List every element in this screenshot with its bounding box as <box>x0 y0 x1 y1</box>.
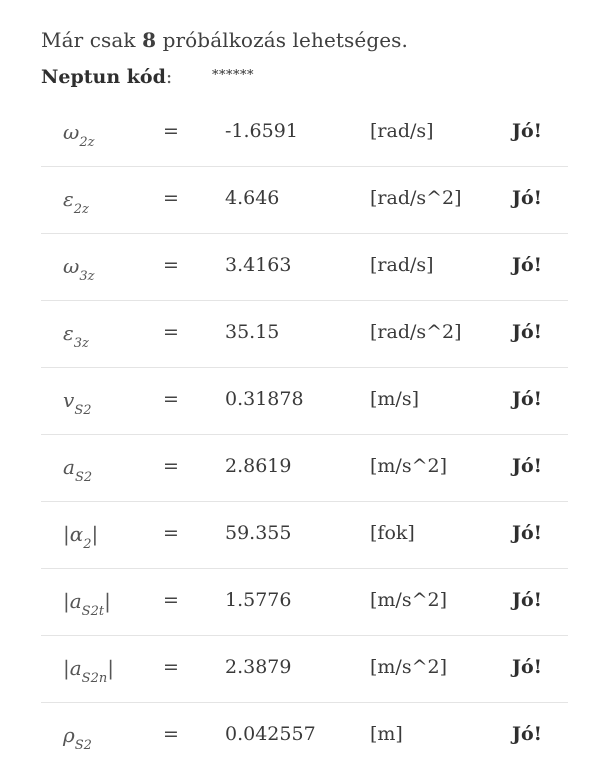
result-value: 0.31878 <box>225 388 304 410</box>
equals-sign: = <box>163 723 179 745</box>
quantity-symbol: ε3z <box>63 321 89 351</box>
result-row-epsilon-3z: ε3z = 35.15 [rad/s^2] Jó! <box>41 301 568 368</box>
result-row-v-s2: vS2 = 0.31878 [m/s] Jó! <box>41 368 568 435</box>
quantity-symbol: |aS2n| <box>63 656 114 686</box>
neptun-code-label: Neptun kód <box>41 66 166 88</box>
result-unit: [rad/s^2] <box>370 321 462 343</box>
quantity-symbol: |aS2t| <box>63 589 111 619</box>
result-value: 59.355 <box>225 522 292 544</box>
neptun-code-value: ****** <box>212 68 254 83</box>
result-unit: [rad/s] <box>370 120 434 142</box>
results-table: ω2z = -1.6591 [rad/s] Jó! ε2z = 4.646 [r… <box>41 100 568 769</box>
result-unit: [m/s^2] <box>370 656 448 678</box>
result-unit: [m] <box>370 723 403 745</box>
result-status: Jó! <box>512 120 543 142</box>
equals-sign: = <box>163 656 179 678</box>
result-unit: [m/s^2] <box>370 455 448 477</box>
result-status: Jó! <box>512 656 543 678</box>
quantity-symbol: ω3z <box>63 254 95 284</box>
result-value: 4.646 <box>225 187 280 209</box>
result-value: 3.4163 <box>225 254 292 276</box>
result-value: 2.3879 <box>225 656 292 678</box>
result-value: 35.15 <box>225 321 280 343</box>
result-status: Jó! <box>512 321 543 343</box>
quantity-symbol: aS2 <box>63 455 93 485</box>
result-status: Jó! <box>512 187 543 209</box>
equals-sign: = <box>163 455 179 477</box>
quantity-symbol: ε2z <box>63 187 89 217</box>
neptun-code-line: Neptun kód: ****** <box>41 66 568 98</box>
result-status: Jó! <box>512 254 543 276</box>
equals-sign: = <box>163 321 179 343</box>
attempts-prefix: Már csak <box>41 28 143 52</box>
neptun-code-colon: : <box>165 66 173 88</box>
result-row-a-s2t: |aS2t| = 1.5776 [m/s^2] Jó! <box>41 569 568 636</box>
result-row-epsilon-2z: ε2z = 4.646 [rad/s^2] Jó! <box>41 167 568 234</box>
quantity-symbol: ρS2 <box>63 723 92 753</box>
result-status: Jó! <box>512 723 543 745</box>
result-value: -1.6591 <box>225 120 298 142</box>
result-row-a-s2n: |aS2n| = 2.3879 [m/s^2] Jó! <box>41 636 568 703</box>
equals-sign: = <box>163 120 179 142</box>
result-unit: [m/s] <box>370 388 419 410</box>
result-row-alpha-2: |α2| = 59.355 [fok] Jó! <box>41 502 568 569</box>
attempts-count: 8 <box>142 28 157 52</box>
result-unit: [m/s^2] <box>370 589 448 611</box>
equals-sign: = <box>163 254 179 276</box>
result-unit: [rad/s] <box>370 254 434 276</box>
attempts-remaining-text: Már csak 8 próbálkozás lehetséges. <box>41 28 568 58</box>
result-status: Jó! <box>512 522 543 544</box>
equals-sign: = <box>163 388 179 410</box>
result-status: Jó! <box>512 388 543 410</box>
result-row-omega-3z: ω3z = 3.4163 [rad/s] Jó! <box>41 234 568 301</box>
quantity-symbol: |α2| <box>63 522 99 552</box>
result-value: 2.8619 <box>225 455 292 477</box>
result-value: 1.5776 <box>225 589 292 611</box>
attempts-suffix: próbálkozás lehetséges. <box>156 28 408 52</box>
equals-sign: = <box>163 187 179 209</box>
result-unit: [rad/s^2] <box>370 187 462 209</box>
result-value: 0.042557 <box>225 723 316 745</box>
result-row-omega-2z: ω2z = -1.6591 [rad/s] Jó! <box>41 100 568 167</box>
quiz-result-panel: Már csak 8 próbálkozás lehetséges. Neptu… <box>41 0 568 753</box>
result-row-rho-s2: ρS2 = 0.042557 [m] Jó! <box>41 703 568 769</box>
quantity-symbol: ω2z <box>63 120 95 150</box>
result-unit: [fok] <box>370 522 415 544</box>
result-status: Jó! <box>512 455 543 477</box>
result-row-a-s2: aS2 = 2.8619 [m/s^2] Jó! <box>41 435 568 502</box>
equals-sign: = <box>163 522 179 544</box>
equals-sign: = <box>163 589 179 611</box>
quantity-symbol: vS2 <box>63 388 92 418</box>
result-status: Jó! <box>512 589 543 611</box>
